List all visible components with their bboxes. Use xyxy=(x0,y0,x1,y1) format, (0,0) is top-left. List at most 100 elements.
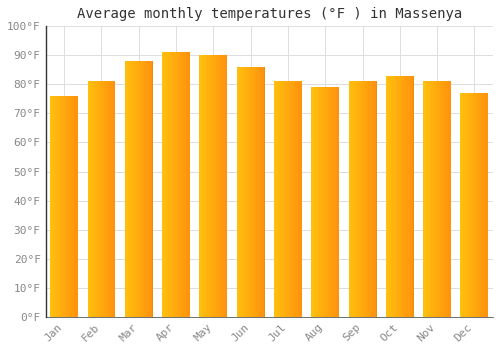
Bar xyxy=(300,82,302,317)
Bar xyxy=(186,52,188,317)
Bar xyxy=(358,82,360,317)
Bar xyxy=(244,67,245,317)
Bar xyxy=(57,96,58,317)
Bar xyxy=(96,82,98,317)
Bar xyxy=(248,67,250,317)
Bar xyxy=(60,96,62,317)
Bar xyxy=(483,93,484,317)
Bar xyxy=(107,82,108,317)
Bar xyxy=(469,93,470,317)
Bar xyxy=(324,87,325,317)
Bar xyxy=(144,61,146,317)
Bar xyxy=(460,93,462,317)
Bar xyxy=(463,93,464,317)
Bar xyxy=(314,87,316,317)
Bar xyxy=(88,82,89,317)
Bar xyxy=(276,82,277,317)
Bar xyxy=(478,93,480,317)
Bar xyxy=(128,61,129,317)
Bar xyxy=(442,82,444,317)
Bar xyxy=(220,55,222,317)
Bar xyxy=(322,87,324,317)
Bar xyxy=(372,82,374,317)
Bar xyxy=(54,96,56,317)
Bar xyxy=(238,67,240,317)
Bar xyxy=(146,61,147,317)
Bar xyxy=(334,87,335,317)
Bar xyxy=(200,55,201,317)
Bar xyxy=(390,76,392,317)
Bar xyxy=(256,67,258,317)
Bar xyxy=(184,52,186,317)
Bar xyxy=(62,96,63,317)
Bar xyxy=(396,76,397,317)
Bar xyxy=(288,82,290,317)
Bar xyxy=(480,93,482,317)
Bar xyxy=(179,52,180,317)
Bar xyxy=(412,76,414,317)
Bar xyxy=(366,82,368,317)
Bar xyxy=(321,87,322,317)
Bar xyxy=(468,93,469,317)
Bar xyxy=(172,52,174,317)
Bar xyxy=(210,55,212,317)
Bar xyxy=(224,55,226,317)
Bar xyxy=(56,96,57,317)
Bar xyxy=(317,87,318,317)
Bar xyxy=(70,96,71,317)
Bar xyxy=(170,52,172,317)
Bar xyxy=(404,76,406,317)
Bar xyxy=(176,52,178,317)
Bar xyxy=(90,82,92,317)
Bar xyxy=(74,96,76,317)
Bar xyxy=(183,52,184,317)
Bar xyxy=(58,96,60,317)
Bar xyxy=(152,61,153,317)
Bar xyxy=(294,82,295,317)
Bar xyxy=(174,52,176,317)
Bar xyxy=(282,82,284,317)
Bar xyxy=(326,87,328,317)
Bar xyxy=(447,82,448,317)
Bar xyxy=(130,61,132,317)
Bar xyxy=(398,76,400,317)
Bar xyxy=(254,67,255,317)
Bar xyxy=(354,82,356,317)
Bar xyxy=(108,82,110,317)
Bar xyxy=(201,55,202,317)
Bar xyxy=(103,82,104,317)
Bar xyxy=(219,55,220,317)
Bar xyxy=(53,96,54,317)
Bar xyxy=(259,67,260,317)
Bar xyxy=(214,55,215,317)
Bar xyxy=(260,67,262,317)
Bar xyxy=(410,76,411,317)
Bar xyxy=(393,76,394,317)
Bar xyxy=(394,76,396,317)
Bar xyxy=(464,93,466,317)
Bar xyxy=(430,82,432,317)
Bar xyxy=(338,87,339,317)
Bar xyxy=(125,61,126,317)
Bar xyxy=(258,67,259,317)
Bar xyxy=(205,55,206,317)
Title: Average monthly temperatures (°F ) in Massenya: Average monthly temperatures (°F ) in Ma… xyxy=(76,7,462,21)
Bar xyxy=(444,82,446,317)
Bar xyxy=(392,76,393,317)
Bar xyxy=(164,52,165,317)
Bar xyxy=(486,93,487,317)
Bar xyxy=(472,93,473,317)
Bar xyxy=(188,52,190,317)
Bar xyxy=(168,52,169,317)
Bar xyxy=(236,67,238,317)
Bar xyxy=(328,87,330,317)
Bar xyxy=(182,52,183,317)
Bar xyxy=(246,67,248,317)
Bar xyxy=(484,93,486,317)
Bar xyxy=(332,87,334,317)
Bar xyxy=(242,67,244,317)
Bar xyxy=(100,82,102,317)
Bar xyxy=(356,82,357,317)
Bar xyxy=(218,55,219,317)
Bar xyxy=(64,96,66,317)
